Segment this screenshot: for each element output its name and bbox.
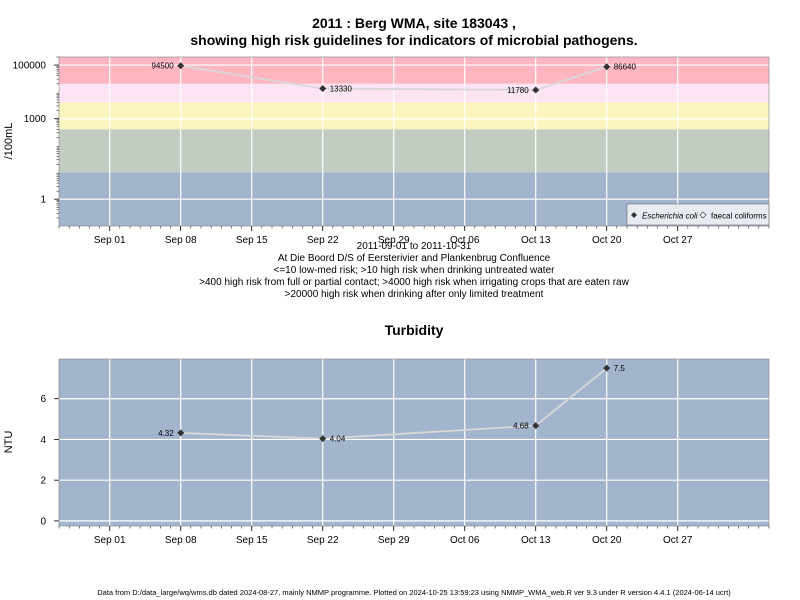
data-label: 4.32 — [158, 429, 174, 438]
data-label: 7.5 — [614, 364, 626, 373]
y-tick-label: 100000 — [13, 61, 47, 72]
data-point — [177, 62, 185, 70]
y-tick-label: 4 — [40, 435, 46, 446]
info-site-location: At Die Boord D/S of Eersterivier and Pla… — [278, 253, 551, 264]
y-tick-label: 1 — [40, 195, 46, 206]
x-tick-label: Sep 01 — [94, 235, 126, 246]
bottom-y-axis: 0 2 4 6 — [40, 394, 59, 527]
data-point — [319, 435, 327, 443]
data-point — [177, 429, 185, 437]
data-label: 11780 — [507, 86, 529, 95]
y-tick-label: 6 — [40, 394, 46, 405]
bottom-x-axis: Sep 01 Sep 08 Sep 15 Sep 22 Sep 29 Oct 06 Oct … — [58, 526, 770, 546]
data-point — [532, 86, 540, 94]
legend-marker-ecoli — [631, 212, 637, 218]
x-tick-label: Sep 15 — [236, 535, 268, 546]
x-tick-label: Oct 20 — [592, 235, 622, 246]
data-label: 94500 — [151, 62, 174, 71]
x-tick-label: Oct 20 — [592, 535, 622, 546]
x-tick-label: Sep 08 — [165, 535, 197, 546]
info-guideline-1: <=10 low-med risk; >10 high risk when dr… — [274, 265, 556, 276]
x-tick-label: Sep 15 — [236, 235, 268, 246]
x-tick-label: Oct 13 — [521, 535, 551, 546]
top-y-axis-label: /100mL — [3, 123, 15, 160]
x-tick-label: Sep 01 — [94, 535, 126, 546]
x-tick-label: Oct 27 — [663, 235, 693, 246]
ecoli-series: 94500 13330 11780 86640 — [151, 62, 636, 95]
info-guideline-3: >20000 high risk when drinking after onl… — [285, 289, 544, 300]
legend-marker-faecal — [699, 211, 707, 219]
data-point — [532, 422, 540, 430]
bottom-y-axis-label: NTU — [3, 431, 15, 454]
y-tick-label: 2 — [40, 476, 46, 487]
risk-bands — [59, 57, 769, 226]
legend-label-ecoli: Escherichia coli — [642, 212, 698, 221]
footer-note: Data from D:/data_large/wq/wms.db dated … — [97, 588, 731, 597]
chart-title-line2: showing high risk guidelines for indicat… — [190, 32, 637, 48]
risk-band-2 — [59, 102, 769, 130]
risk-band-1 — [59, 83, 769, 103]
data-point — [603, 63, 611, 71]
top-y-axis: 1 1000 100000 — [13, 56, 59, 219]
turbidity-series: 4.32 4.04 4.68 7.5 — [158, 364, 625, 443]
x-tick-label: Oct 27 — [663, 535, 693, 546]
top-gridlines — [59, 57, 769, 226]
series-line — [180, 64, 607, 91]
x-tick-label: Sep 08 — [165, 235, 197, 246]
info-guideline-2: >400 high risk from full or partial cont… — [199, 277, 629, 288]
data-label: 13330 — [330, 85, 353, 94]
data-label: 4.68 — [513, 422, 529, 431]
data-point — [603, 364, 611, 372]
x-tick-label: Oct 06 — [450, 535, 480, 546]
x-tick-label: Sep 22 — [307, 235, 339, 246]
x-tick-label: Sep 22 — [307, 535, 339, 546]
y-tick-label: 0 — [40, 516, 46, 527]
bottom-panel-background — [59, 359, 769, 526]
bottom-gridlines — [59, 359, 769, 526]
data-point — [319, 85, 327, 93]
x-tick-label: Sep 29 — [378, 235, 410, 246]
info-text-block: 2011-09-01 to 2011-10-31 At Die Boord D/… — [199, 241, 629, 300]
x-tick-label: Oct 06 — [450, 235, 480, 246]
risk-band-3 — [59, 129, 769, 173]
legend: Escherichia coli faecal coliforms — [626, 203, 770, 226]
y-tick-label: 1000 — [24, 114, 47, 125]
turbidity-title: Turbidity — [385, 322, 444, 338]
ecoli-plot-panel: 94500 13330 11780 86640 Escherichia coli fa… — [3, 56, 770, 246]
data-label: 4.04 — [330, 435, 346, 444]
x-tick-label: Oct 13 — [521, 235, 551, 246]
chart-title-line1: 2011 : Berg WMA, site 183043 , — [312, 15, 516, 31]
risk-band-0 — [59, 57, 769, 84]
top-x-axis: Sep 01 Sep 08 Sep 15 Sep 22 Sep 29 Oct 06 Oct … — [58, 226, 770, 246]
series-line — [180, 367, 608, 440]
data-label: 86640 — [614, 63, 637, 72]
legend-label-faecal: faecal coliforms — [711, 212, 767, 221]
x-tick-label: Sep 29 — [378, 535, 410, 546]
info-date-range: 2011-09-01 to 2011-10-31 — [357, 241, 472, 252]
